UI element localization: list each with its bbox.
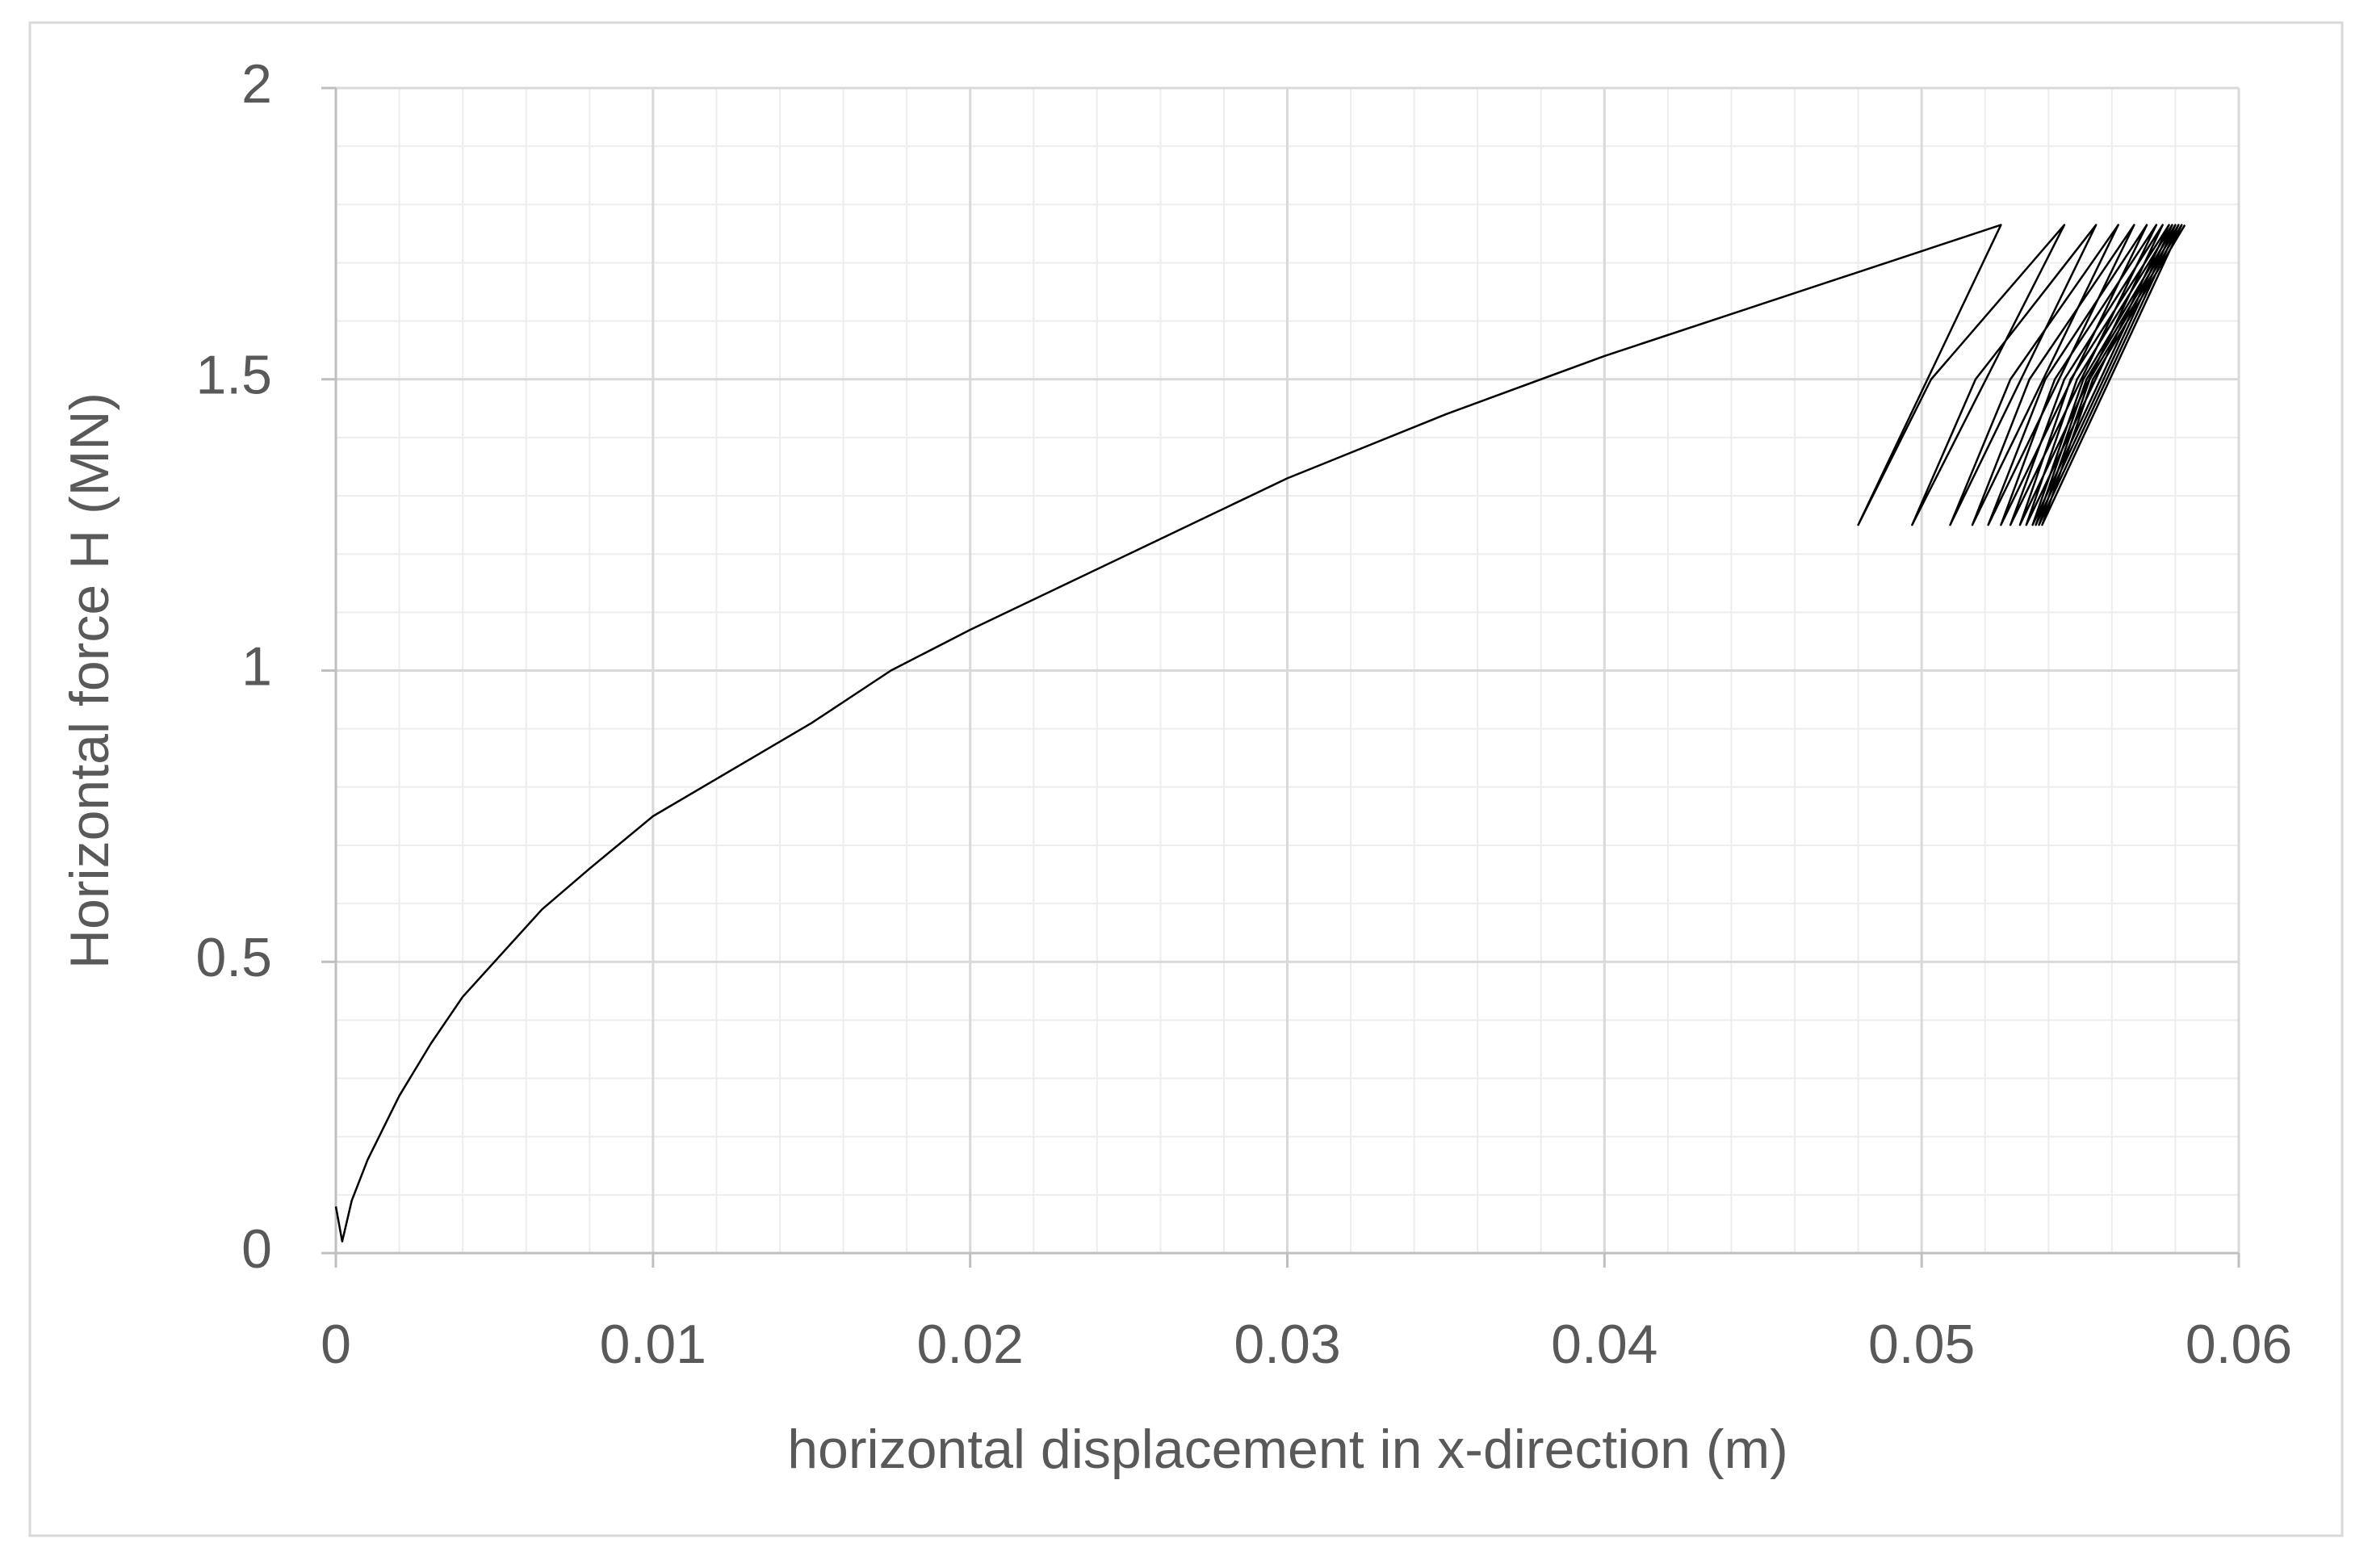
chart-border <box>28 21 2344 1537</box>
x-tick-label: 0.03 <box>1234 1314 1340 1375</box>
y-tick-label: 1.5 <box>195 345 272 406</box>
data-line <box>334 224 2186 1243</box>
y-tick-label: 2 <box>241 53 272 115</box>
y-axis-title: Horizontal force H (MN) <box>59 392 120 969</box>
x-tick-label: 0 <box>321 1314 351 1375</box>
y-tick-label: 0.5 <box>195 927 272 988</box>
x-tick-label: 0.06 <box>2186 1314 2292 1375</box>
y-tick-label: 0 <box>241 1218 272 1280</box>
x-axis-title: horizontal displacement in x-direction (… <box>787 1419 1788 1480</box>
x-tick-label: 0.05 <box>1868 1314 1975 1375</box>
y-tick-label: 1 <box>241 635 272 697</box>
x-tick-label: 0.02 <box>916 1314 1023 1375</box>
x-tick-label: 0.04 <box>1551 1314 1657 1375</box>
x-tick-label: 0.01 <box>600 1314 706 1375</box>
